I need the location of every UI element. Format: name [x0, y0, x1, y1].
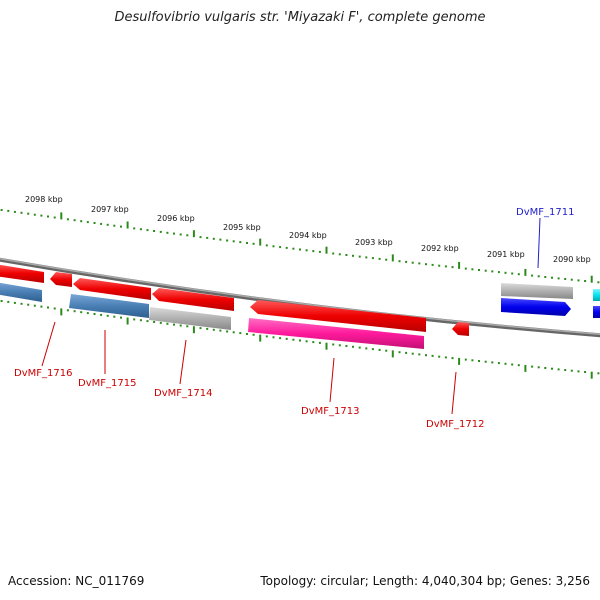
gene-feature-1713-inner — [248, 318, 424, 349]
scale-label: 2093 kbp — [355, 238, 393, 247]
gene-label-1713: DvMF_1713 — [301, 406, 359, 417]
gene-feature-1715-outer — [73, 278, 151, 300]
accession-text: Accession: NC_011769 — [8, 574, 145, 588]
inner-features — [0, 282, 600, 349]
gene-feature-1713-outer — [250, 300, 426, 332]
gene-feature-1716-inner — [0, 282, 42, 302]
gene-label-1711: DvMF_1711 — [516, 207, 574, 218]
gene-feature-1714-inner — [149, 307, 231, 330]
gene-label-1714: DvMF_1714 — [154, 388, 212, 399]
scale-label: 2091 kbp — [487, 250, 525, 259]
gene-leaders — [41, 217, 541, 415]
genome-stats-text: Topology: circular; Length: 4,040,304 bp… — [260, 574, 590, 588]
scale-label: 2097 kbp — [91, 205, 129, 214]
gene-labels: DvMF_1711 DvMF_1712 DvMF_1713 DvMF_1714 … — [14, 207, 574, 430]
gene-feature-small-outer — [50, 272, 72, 287]
gene-label-1716: DvMF_1716 — [14, 368, 72, 379]
scale-label: 2095 kbp — [223, 223, 261, 232]
scale-label: 2092 kbp — [421, 244, 459, 253]
scale-label: 2096 kbp — [157, 214, 195, 223]
gene-feature-blue-edge — [593, 306, 600, 318]
outer-features — [0, 264, 600, 336]
gene-label-1712: DvMF_1712 — [426, 419, 484, 430]
gene-feature-1712-outer — [452, 322, 469, 336]
gene-feature-1711-inner — [501, 298, 571, 316]
inner-scale-ticks — [0, 300, 600, 379]
gene-label-1715: DvMF_1715 — [78, 378, 136, 389]
gene-feature-1711-outer — [501, 283, 573, 299]
gene-feature-1714-outer — [152, 288, 234, 311]
scale-labels: 2098 kbp 2097 kbp 2096 kbp 2095 kbp 2094… — [25, 195, 591, 264]
gene-feature-1715-inner — [69, 294, 149, 318]
gene-feature-cyan — [593, 289, 600, 301]
scale-label: 2090 kbp — [553, 255, 591, 264]
scale-label: 2094 kbp — [289, 231, 327, 240]
gene-feature-1716-outer — [0, 264, 44, 283]
page-title: Desulfovibrio vulgaris str. 'Miyazaki F'… — [114, 10, 486, 25]
outer-scale-ticks — [0, 209, 600, 284]
scale-label: 2098 kbp — [25, 195, 63, 204]
